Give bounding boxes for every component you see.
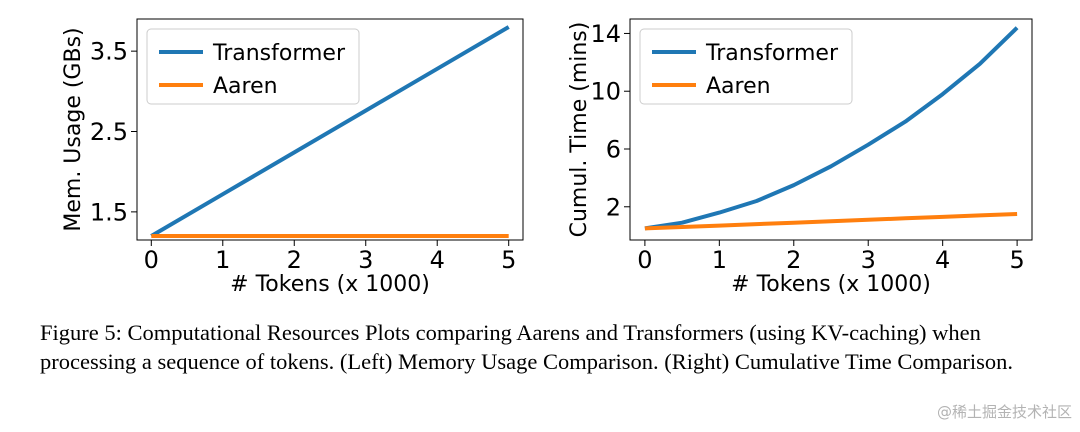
plot-frame [136, 18, 524, 241]
x-tick-label: 3 [358, 246, 373, 274]
x-tick-label: 4 [935, 246, 950, 274]
figure-caption: Figure 5: Computational Resources Plots … [40, 320, 1013, 374]
cumulative-time-chart: 0 1 2 3 4 5 2 6 10 14 # Tokens (x 1000) Cumul. Time… [567, 18, 1033, 297]
legend-label: Aaren [213, 74, 278, 99]
y-axis-label: Mem. Usage (GBs) [61, 27, 86, 231]
series-line-transformer [150, 25, 510, 238]
x-axis-label: # Tokens (x 1000) [731, 272, 931, 297]
figure: 0 1 2 3 4 5 1.5 2.5 3.5 # Tokens (x 1000) Mem. Usa… [61, 18, 1033, 297]
y-tick-label: 6 [606, 136, 621, 164]
x-tick-label: 2 [287, 246, 302, 274]
legend-label: Transformer [705, 41, 839, 66]
x-tick-label: 4 [430, 246, 445, 274]
y-tick-label: 3.5 [90, 38, 128, 66]
x-tick-label: 0 [144, 246, 159, 274]
y-tick-label: 1.5 [90, 198, 128, 226]
watermark: @稀土掘金技术社区 [936, 403, 1072, 421]
x-axis-label: # Tokens (x 1000) [230, 272, 430, 297]
y-tick-label: 2.5 [90, 118, 128, 146]
x-tick-label: 0 [637, 246, 652, 274]
plot-frame [629, 18, 1033, 241]
x-tick-label: 5 [1009, 246, 1024, 274]
memory-usage-chart: 0 1 2 3 4 5 1.5 2.5 3.5 # Tokens (x 1000) Mem. Usa… [61, 18, 524, 297]
x-tick-label: 5 [501, 246, 516, 274]
y-axis-label: Cumul. Time (mins) [567, 22, 592, 238]
x-tick-label: 3 [861, 246, 876, 274]
legend-label: Transformer [212, 41, 346, 66]
x-tick-label: 1 [712, 246, 727, 274]
x-tick-label: 1 [215, 246, 230, 274]
y-tick-label: 14 [590, 20, 621, 48]
legend-label: Aaren [706, 74, 771, 99]
series-line-aaren [644, 212, 1018, 231]
series-line-transformer [644, 26, 1019, 231]
y-tick-label: 10 [590, 78, 621, 106]
y-tick-label: 2 [606, 193, 621, 221]
x-tick-label: 2 [786, 246, 801, 274]
